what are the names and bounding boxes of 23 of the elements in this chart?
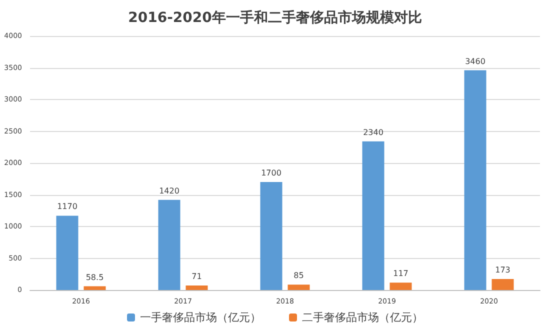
data-label: 85	[294, 271, 304, 280]
bar	[464, 70, 486, 290]
bar	[84, 286, 106, 290]
bar	[186, 285, 208, 290]
bar	[492, 279, 514, 290]
bar	[288, 284, 310, 290]
data-label: 1700	[261, 168, 282, 178]
bar	[56, 216, 78, 290]
data-label: 173	[495, 266, 510, 275]
chart-title: 2016-2020年一手和二手奢侈品市场规模对比	[128, 9, 422, 26]
data-label: 2340	[363, 128, 384, 137]
bar	[158, 200, 180, 290]
bar	[260, 182, 282, 290]
data-label: 58.5	[86, 272, 104, 282]
data-label: 3460	[465, 56, 486, 66]
bar	[390, 282, 412, 290]
data-label: 1420	[159, 186, 180, 196]
data-label: 1170	[57, 202, 78, 212]
legend-label: 二手奢侈品市场（亿元）	[302, 311, 423, 324]
bar	[362, 141, 384, 290]
legend-label: 一手奢侈品市场（亿元）	[140, 311, 261, 324]
data-label: 117	[393, 269, 408, 278]
data-label: 71	[192, 272, 202, 281]
